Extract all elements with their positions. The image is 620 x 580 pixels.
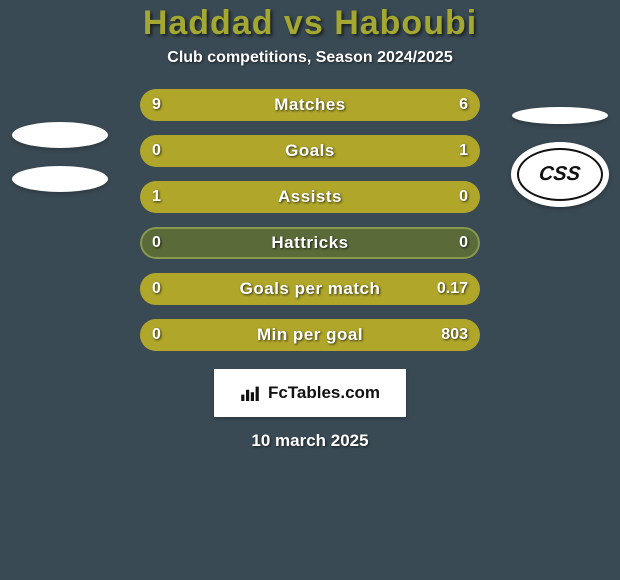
stat-row: 1 0 Assists xyxy=(140,181,480,213)
stat-row: 9 6 Matches xyxy=(140,89,480,121)
stat-value-right: 6 xyxy=(459,96,468,114)
fctables-badge: FcTables.com xyxy=(214,369,406,417)
bar-fill-right xyxy=(412,181,480,213)
stat-label: Goals xyxy=(285,141,335,161)
stat-row: 0 0.17 Goals per match xyxy=(140,273,480,305)
stat-value-left: 1 xyxy=(152,188,161,206)
stat-row: 0 0 Hattricks xyxy=(140,227,480,259)
stat-value-right: 1 xyxy=(459,142,468,160)
stat-row: 0 1 Goals xyxy=(140,135,480,167)
stat-value-left: 0 xyxy=(152,234,161,252)
stat-value-left: 0 xyxy=(152,326,161,344)
left-player-logo xyxy=(10,107,110,207)
stat-row: 0 803 Min per goal xyxy=(140,319,480,351)
ellipse-icon xyxy=(512,107,608,124)
bar-fill-left xyxy=(140,181,412,213)
ellipse-icon xyxy=(12,122,108,148)
stat-value-left: 0 xyxy=(152,280,161,298)
stat-value-right: 0 xyxy=(459,188,468,206)
stat-value-left: 9 xyxy=(152,96,161,114)
stat-label: Assists xyxy=(278,187,342,207)
main-area: CSS 9 6 Matches 0 1 Goals 1 0 Assists 0 0 Hattricks… xyxy=(0,89,620,351)
stat-label: Min per goal xyxy=(257,325,363,345)
stat-value-left: 0 xyxy=(152,142,161,160)
bar-fill-right xyxy=(208,135,480,167)
club-badge: CSS xyxy=(511,142,609,207)
stat-label: Hattricks xyxy=(271,233,348,253)
stat-value-right: 0 xyxy=(459,234,468,252)
subtitle: Club competitions, Season 2024/2025 xyxy=(167,49,452,67)
stat-label: Goals per match xyxy=(240,279,381,299)
stat-bars: 9 6 Matches 0 1 Goals 1 0 Assists 0 0 Hattricks 0 0.1… xyxy=(140,89,480,351)
page-title: Haddad vs Haboubi xyxy=(143,4,477,43)
date-label: 10 march 2025 xyxy=(251,431,368,451)
right-player-logo: CSS xyxy=(510,107,610,207)
ellipse-icon xyxy=(12,166,108,192)
fctables-text: FcTables.com xyxy=(268,383,380,403)
stat-value-right: 803 xyxy=(441,326,468,344)
stat-label: Matches xyxy=(274,95,346,115)
comparison-card: Haddad vs Haboubi Club competitions, Sea… xyxy=(0,0,620,580)
bar-fill-left xyxy=(140,135,208,167)
stat-value-right: 0.17 xyxy=(437,280,468,298)
club-badge-text: CSS xyxy=(538,163,582,186)
chart-icon xyxy=(240,385,260,401)
